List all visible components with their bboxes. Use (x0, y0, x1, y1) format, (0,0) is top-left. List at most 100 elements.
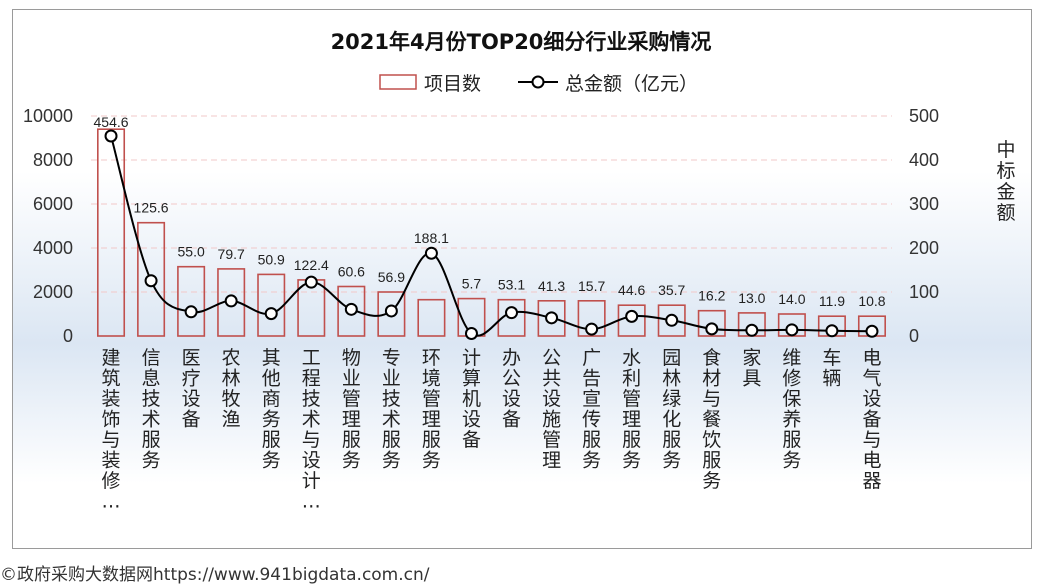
bar (377, 291, 406, 337)
bar (217, 268, 246, 337)
data-label: 10.8 (858, 293, 885, 309)
left-tick-label: 8000 (33, 150, 73, 170)
left-tick-label: 10000 (23, 106, 73, 126)
category-char: 饮 (702, 429, 721, 451)
category-char: 理 (622, 409, 641, 431)
category-char: 务 (422, 450, 441, 472)
data-label: 11.9 (819, 293, 845, 309)
category-label: 信息技术服务 (142, 347, 161, 472)
category-char: 程 (302, 368, 321, 390)
category-char: 服 (382, 429, 401, 451)
category-label: 计算机设备 (462, 347, 481, 451)
line-marker (705, 322, 719, 336)
category-char: 水 (622, 347, 641, 369)
data-label: 53.1 (498, 277, 525, 293)
axis-title-char: 金 (996, 181, 1015, 203)
category-label: 公共设施管理 (542, 347, 561, 472)
category-char: 设 (302, 450, 321, 472)
category-char: 设 (182, 388, 201, 410)
category-char: 备 (462, 429, 481, 451)
category-char: 服 (782, 429, 801, 451)
bar (537, 299, 566, 337)
bar (497, 298, 526, 337)
category-char: 辆 (822, 368, 841, 390)
category-char: 设 (862, 388, 881, 410)
category-char: 技 (382, 388, 401, 410)
data-label: 454.6 (94, 114, 129, 130)
data-label: 13.0 (738, 290, 765, 306)
right-tick-label: 100 (909, 282, 939, 302)
line-marker (264, 307, 278, 321)
category-char: 装 (102, 388, 121, 410)
category-char: 计 (302, 470, 321, 492)
category-char: 服 (262, 429, 281, 451)
right-axis-title-text: 中标金额 (996, 139, 1015, 224)
category-char: 食 (702, 347, 721, 369)
category-label: 家具 (742, 347, 761, 390)
category-char: 与 (302, 429, 321, 451)
category-char: 家 (742, 347, 761, 369)
data-label: 125.6 (134, 200, 169, 216)
category-char: 广 (582, 347, 601, 369)
category-label: 医疗设备 (182, 347, 201, 431)
right-axis-ticks: 0 100 200 300 400 500 (909, 106, 939, 346)
category-char: 车 (822, 347, 841, 369)
category-char: 服 (622, 429, 641, 451)
category-char: 环 (422, 347, 441, 369)
category-char: 器 (862, 470, 881, 492)
category-char: 务 (262, 450, 281, 472)
right-tick-label: 500 (909, 106, 939, 126)
bar (697, 309, 726, 337)
category-char: 技 (302, 388, 321, 410)
category-char: 传 (582, 409, 601, 431)
category-char: 电 (862, 347, 881, 369)
category-char: 境 (422, 368, 441, 390)
right-tick-label: 400 (909, 150, 939, 170)
line-marker (144, 274, 158, 288)
line-marker (384, 304, 398, 318)
legend-line-marker (531, 75, 545, 89)
category-label: 电气设备与电器 (862, 347, 881, 492)
category-char: 管 (622, 388, 641, 410)
category-char: 服 (702, 450, 721, 472)
data-label: 16.2 (698, 288, 725, 304)
category-char: 术 (142, 409, 161, 431)
category-label: 水利管理服务 (622, 347, 641, 472)
category-char: 材 (702, 368, 721, 390)
category-char: 术 (382, 409, 401, 431)
category-char: 设 (502, 388, 521, 410)
category-char: 术 (302, 409, 321, 431)
category-char: 算 (462, 368, 481, 390)
legend-bar-label: 项目数 (424, 73, 481, 95)
category-char: 化 (662, 409, 681, 431)
category-char: 管 (542, 429, 561, 451)
category-label: 其他商务服务 (262, 347, 281, 472)
category-char: 业 (382, 368, 401, 390)
category-char: 务 (662, 450, 681, 472)
category-char: 气 (862, 368, 881, 390)
category-char: 他 (262, 368, 281, 390)
data-label: 50.9 (258, 251, 285, 267)
category-char: 务 (142, 450, 161, 472)
bar (417, 298, 446, 337)
right-axis-title: 中标金额 (996, 139, 1015, 224)
category-char: 务 (342, 450, 361, 472)
category-char: 利 (622, 368, 641, 390)
chart-legend: 项目数 总金额（亿元） (379, 73, 698, 95)
data-label: 188.1 (414, 230, 449, 246)
chart-svg: 2021年4月份TOP20细分行业采购情况 项目数 总金额（亿元） 020004… (23, 30, 1016, 513)
category-char: 林 (222, 368, 241, 390)
category-char: 务 (382, 450, 401, 472)
left-tick-label: 6000 (33, 194, 73, 214)
bar (257, 273, 286, 337)
line-marker (585, 322, 599, 336)
category-char: 告 (582, 368, 601, 390)
bar (177, 265, 206, 337)
category-char: 信 (142, 347, 161, 369)
data-label: 5.7 (462, 276, 482, 292)
category-char: 园 (662, 347, 681, 369)
category-char: 服 (142, 429, 161, 451)
category-char: 建 (102, 347, 121, 369)
category-char: 渔 (222, 409, 241, 431)
category-char: 疗 (182, 368, 201, 390)
